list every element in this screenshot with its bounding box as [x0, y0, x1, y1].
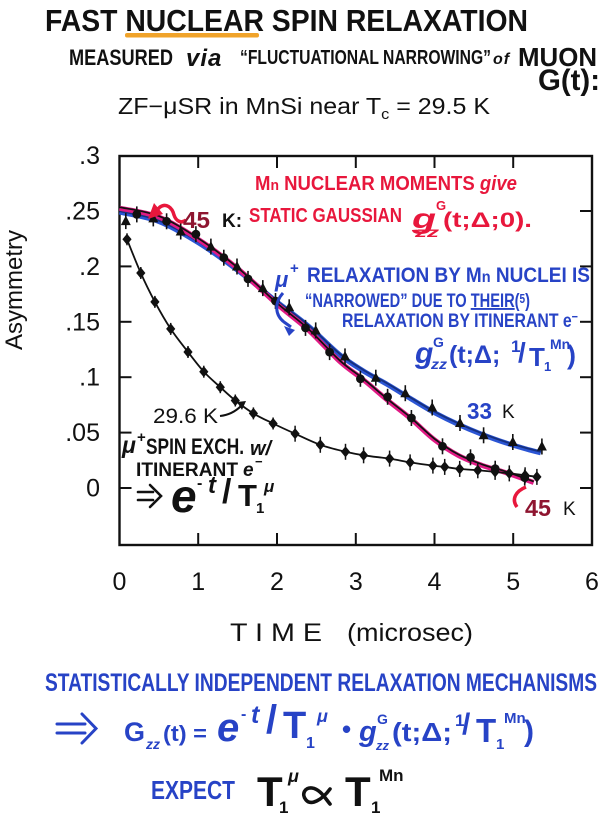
svg-text:SPIN EXCH.: SPIN EXCH.: [146, 434, 244, 459]
svg-text:G: G: [436, 198, 446, 213]
svg-text:e: e: [217, 706, 239, 750]
svg-text:“NARROWED” DUE TO THEIR(5): “NARROWED” DUE TO THEIR(5): [305, 291, 530, 312]
svg-text:of: of: [493, 51, 511, 68]
svg-text:STATISTICALLY INDEPENDENT RELA: STATISTICALLY INDEPENDENT RELAXATION MEC…: [45, 669, 597, 697]
svg-text:0: 0: [113, 568, 127, 596]
svg-text:zz: zz: [430, 356, 447, 372]
svg-text:T I M E: T I M E: [230, 619, 322, 647]
svg-text:1: 1: [496, 736, 504, 753]
svg-text:29.6 K: 29.6 K: [153, 405, 218, 428]
svg-text:e: e: [243, 460, 254, 481]
svg-text:w/: w/: [250, 438, 274, 460]
svg-text:+: +: [290, 260, 299, 277]
svg-text:ITINERANT: ITINERANT: [136, 460, 238, 481]
svg-text:e: e: [171, 470, 197, 522]
svg-text:G: G: [124, 717, 145, 747]
svg-text:Mn: Mn: [550, 336, 570, 352]
svg-text:K:: K:: [222, 211, 242, 232]
svg-text:/: /: [462, 708, 471, 741]
svg-text:RELAXATION BY ITINERANT e−: RELAXATION BY ITINERANT e−: [342, 309, 578, 332]
svg-text:K: K: [502, 402, 515, 423]
svg-text:Asymmetry: Asymmetry: [1, 230, 28, 350]
svg-text:.1: .1: [79, 364, 100, 392]
svg-text:-: -: [197, 475, 202, 492]
svg-text:.25: .25: [65, 198, 100, 226]
svg-text:/: /: [266, 698, 277, 742]
svg-text:FAST NUCLEAR SPIN RELAXATION: FAST NUCLEAR SPIN RELAXATION: [45, 3, 528, 38]
svg-text:T: T: [283, 705, 306, 747]
svg-text:5: 5: [506, 568, 520, 596]
svg-text:4: 4: [428, 568, 442, 596]
svg-text:“FLUCTUATIONAL NARROWING”: “FLUCTUATIONAL NARROWING”: [240, 47, 491, 69]
svg-text:Mn NUCLEAR MOMENTS give: Mn NUCLEAR MOMENTS give: [255, 173, 517, 195]
svg-text:μ: μ: [263, 477, 275, 496]
svg-text:T: T: [529, 342, 545, 372]
svg-text:K: K: [563, 499, 576, 520]
svg-text:1: 1: [544, 359, 551, 374]
svg-text:6: 6: [585, 568, 599, 596]
svg-text:T: T: [238, 478, 257, 513]
svg-text:t: t: [251, 701, 261, 729]
svg-text:): ): [524, 715, 534, 748]
svg-text:t: t: [208, 472, 217, 499]
svg-text:/: /: [518, 337, 526, 368]
svg-text:μ: μ: [316, 706, 328, 726]
svg-text:STATIC GAUSSIAN: STATIC GAUSSIAN: [249, 205, 402, 227]
svg-text:/: /: [222, 473, 232, 511]
svg-text:Mn: Mn: [504, 710, 526, 727]
svg-text:g: g: [411, 203, 436, 234]
svg-text:3: 3: [349, 568, 363, 596]
svg-text:G: G: [433, 334, 444, 350]
svg-text:.05: .05: [65, 419, 100, 447]
svg-text:zz: zz: [145, 736, 160, 752]
svg-text:EXPECT: EXPECT: [151, 775, 235, 805]
svg-text:1: 1: [256, 500, 264, 517]
svg-text:μ: μ: [287, 766, 299, 786]
svg-text:(t;Δ;: (t;Δ;: [449, 341, 500, 369]
svg-text:g: g: [358, 716, 377, 748]
svg-text:ZF−μSR in MnSi near Tc = 29.5: ZF−μSR in MnSi near Tc = 29.5 K: [118, 93, 491, 123]
svg-text:MUON: MUON: [518, 42, 597, 72]
svg-text:.2: .2: [79, 253, 100, 281]
svg-text:T: T: [257, 768, 283, 815]
svg-text:1: 1: [455, 711, 464, 730]
svg-text:RELAXATION BY Mn NUCLEI IS: RELAXATION BY Mn NUCLEI IS: [307, 264, 590, 287]
svg-text:(t;Δ;0).: (t;Δ;0).: [443, 209, 532, 232]
svg-text:.3: .3: [79, 142, 100, 170]
svg-text:G: G: [377, 711, 388, 727]
svg-text:1: 1: [279, 798, 288, 817]
svg-text:33: 33: [467, 398, 492, 424]
svg-text:zz: zz: [375, 738, 390, 753]
svg-text:T: T: [345, 768, 371, 815]
svg-text:.15: .15: [65, 308, 100, 336]
svg-text:0: 0: [86, 475, 100, 503]
svg-text:zz: zz: [413, 224, 439, 240]
svg-text:G(t):: G(t):: [538, 64, 600, 97]
svg-text:(microsec): (microsec): [347, 619, 473, 647]
svg-text:1: 1: [191, 568, 205, 596]
svg-text:45: 45: [525, 495, 551, 521]
svg-text:g: g: [414, 337, 433, 370]
svg-text:T: T: [476, 712, 496, 749]
svg-text:1: 1: [306, 735, 315, 752]
svg-text:+: +: [137, 429, 146, 446]
svg-text:μ: μ: [121, 432, 136, 458]
svg-text:−: −: [255, 454, 263, 469]
svg-text:via: via: [186, 45, 222, 72]
svg-text:): ): [567, 340, 576, 370]
svg-text:•: •: [342, 714, 351, 744]
svg-text:2: 2: [270, 568, 284, 596]
svg-text:-: -: [241, 706, 246, 723]
svg-text:(t) =: (t) =: [163, 721, 207, 746]
svg-text:MEASURED: MEASURED: [69, 45, 173, 70]
svg-text:Mn: Mn: [379, 766, 404, 785]
svg-text:1: 1: [371, 798, 380, 817]
svg-text:μ: μ: [274, 267, 288, 292]
svg-text:45: 45: [183, 207, 210, 233]
svg-text:(t;Δ;: (t;Δ;: [392, 717, 452, 747]
svg-text:1: 1: [511, 337, 520, 356]
